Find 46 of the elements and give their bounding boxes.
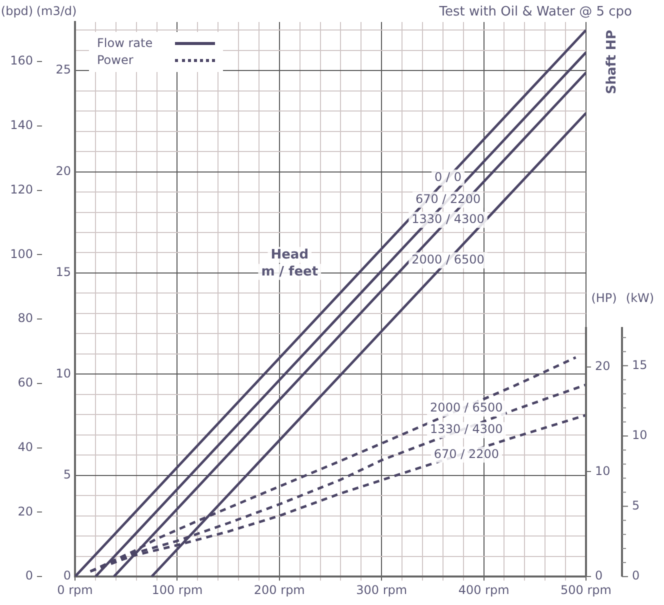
y-tick-label: 5 [63,468,71,482]
y-tick-label: 0 [63,568,71,583]
text: 15 [632,358,648,372]
series-label: 670 / 2200 [415,192,481,206]
series-label: 1330 / 4300 [412,212,484,226]
y-tick-label: 20 [56,164,71,178]
x-tick-label: 500 rpm [560,582,612,597]
y3-tick-label: 80 [18,311,33,326]
y3-tick-label: 100 [10,246,33,261]
x-tick-label: 400 rpm [458,582,510,597]
annotation: Flow rate [97,35,154,52]
x-tick-label: 0 rpm [57,582,93,597]
x-tick-label: 100 rpm [152,582,203,597]
text: Shaft HP [604,30,620,94]
y2-tick-label: 20 [595,359,610,373]
series-label: 2000 / 6500 [430,400,503,415]
y-tick-label: 15 [56,265,71,280]
text: (kW) [626,291,654,306]
y3-tick-label: 60 [18,376,33,390]
y3-axis-title: (bpd) [0,4,34,18]
series-label: 1330 / 4300 [430,422,503,436]
text: 10 [632,428,648,442]
series-label: 2000 / 6500 [412,252,484,266]
key-panel: Flow rate Power [89,32,223,72]
chart-title: Test with Oil & Water @ 5 cpo [438,4,632,20]
x-tick-label: 300 rpm [356,582,408,597]
text: 0 [632,568,640,583]
y3-tick-label: 120 [10,182,33,196]
text: 5 [632,498,640,512]
x-tick-label: 200 rpm [254,582,305,597]
y3-tick-label: 140 [10,118,33,132]
y-axis-title: (m3/d) [36,4,77,18]
y3-tick-label: 0 [25,568,33,583]
annotation: Power [97,52,134,69]
y-tick-label: 25 [56,62,71,77]
annotation: Head [270,247,309,262]
y3-tick-label: 20 [18,504,33,518]
y3-tick-label: 40 [18,440,33,454]
y2-axis-title: (HP) [591,291,617,306]
y3-tick-label: 160 [10,54,33,68]
annotation: m / feet [261,264,318,280]
y-tick-label: 10 [56,366,71,380]
series-label: 670 / 2200 [434,446,499,461]
series-label: 0 / 0 [434,170,462,184]
y2-tick-label: 10 [595,464,610,478]
y2-tick-label: 0 [595,568,603,583]
